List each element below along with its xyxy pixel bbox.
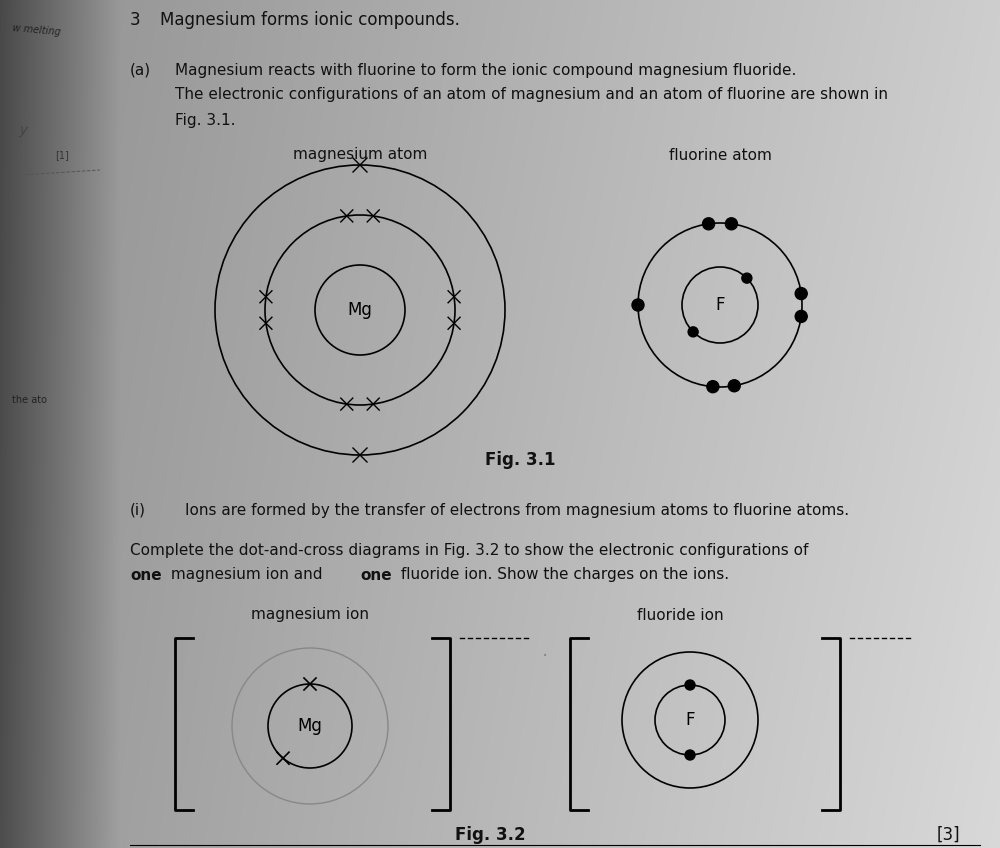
Text: Fig. 3.1: Fig. 3.1 bbox=[485, 451, 555, 469]
Text: Mg: Mg bbox=[348, 301, 372, 319]
Text: (a): (a) bbox=[130, 63, 151, 77]
Text: (i): (i) bbox=[130, 503, 146, 517]
Text: [1]: [1] bbox=[55, 150, 69, 160]
Text: F: F bbox=[715, 296, 725, 314]
Text: fluorine atom: fluorine atom bbox=[669, 148, 771, 163]
Text: magnesium ion: magnesium ion bbox=[251, 607, 369, 622]
Text: magnesium ion and: magnesium ion and bbox=[166, 567, 327, 583]
Circle shape bbox=[703, 218, 715, 230]
Text: w melting: w melting bbox=[12, 23, 61, 37]
Text: magnesium atom: magnesium atom bbox=[293, 148, 427, 163]
Text: Fig. 3.2: Fig. 3.2 bbox=[455, 826, 525, 844]
Text: fluoride ion: fluoride ion bbox=[637, 607, 723, 622]
Circle shape bbox=[688, 326, 698, 337]
Circle shape bbox=[725, 218, 737, 230]
Circle shape bbox=[742, 273, 752, 283]
Text: y: y bbox=[18, 123, 27, 137]
Text: Magnesium reacts with fluorine to form the ionic compound magnesium fluoride.: Magnesium reacts with fluorine to form t… bbox=[175, 63, 796, 77]
Text: [3]: [3] bbox=[936, 826, 960, 844]
Circle shape bbox=[795, 287, 807, 299]
Text: Ions are formed by the transfer of electrons from magnesium atoms to fluorine at: Ions are formed by the transfer of elect… bbox=[185, 503, 849, 517]
Circle shape bbox=[707, 381, 719, 393]
Text: F: F bbox=[685, 711, 695, 729]
Text: one: one bbox=[130, 567, 162, 583]
Circle shape bbox=[685, 680, 695, 690]
Circle shape bbox=[632, 299, 644, 311]
Circle shape bbox=[728, 380, 740, 392]
Text: one: one bbox=[360, 567, 392, 583]
Text: fluoride ion. Show the charges on the ions.: fluoride ion. Show the charges on the io… bbox=[396, 567, 729, 583]
Text: the ato: the ato bbox=[12, 395, 47, 405]
Text: Magnesium forms ionic compounds.: Magnesium forms ionic compounds. bbox=[160, 11, 460, 29]
Text: Mg: Mg bbox=[298, 717, 322, 735]
Circle shape bbox=[795, 310, 807, 322]
Text: .: . bbox=[542, 640, 548, 660]
Text: Complete the dot-and-cross diagrams in Fig. 3.2 to show the electronic configura: Complete the dot-and-cross diagrams in F… bbox=[130, 543, 808, 557]
Text: 3: 3 bbox=[130, 11, 141, 29]
Text: The electronic configurations of an atom of magnesium and an atom of fluorine ar: The electronic configurations of an atom… bbox=[175, 87, 888, 103]
Text: Fig. 3.1.: Fig. 3.1. bbox=[175, 113, 236, 127]
Circle shape bbox=[685, 750, 695, 760]
